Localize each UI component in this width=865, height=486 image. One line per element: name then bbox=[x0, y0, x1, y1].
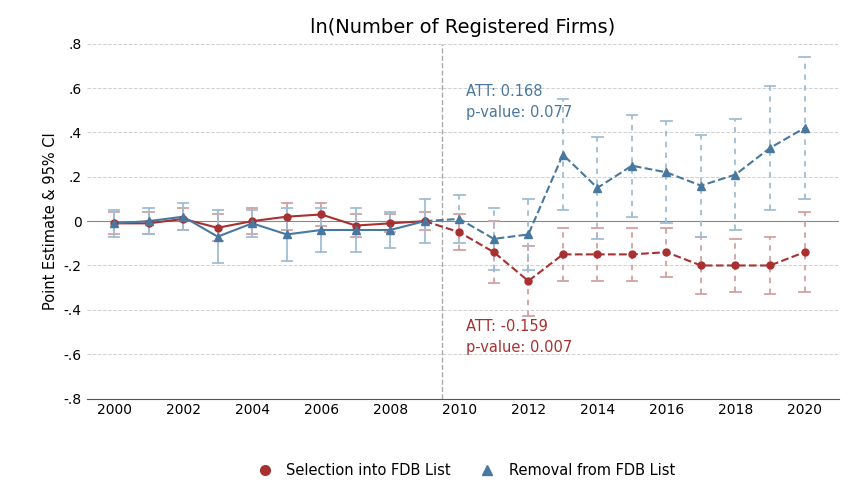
Y-axis label: Point Estimate & 95% CI: Point Estimate & 95% CI bbox=[43, 132, 58, 310]
Title: ln(Number of Registered Firms): ln(Number of Registered Firms) bbox=[311, 17, 615, 36]
Text: ATT: 0.168
p-value: 0.077: ATT: 0.168 p-value: 0.077 bbox=[466, 84, 573, 120]
Text: ATT: -0.159
p-value: 0.007: ATT: -0.159 p-value: 0.007 bbox=[466, 319, 573, 355]
Legend: Selection into FDB List, Removal from FDB List: Selection into FDB List, Removal from FD… bbox=[244, 457, 682, 484]
